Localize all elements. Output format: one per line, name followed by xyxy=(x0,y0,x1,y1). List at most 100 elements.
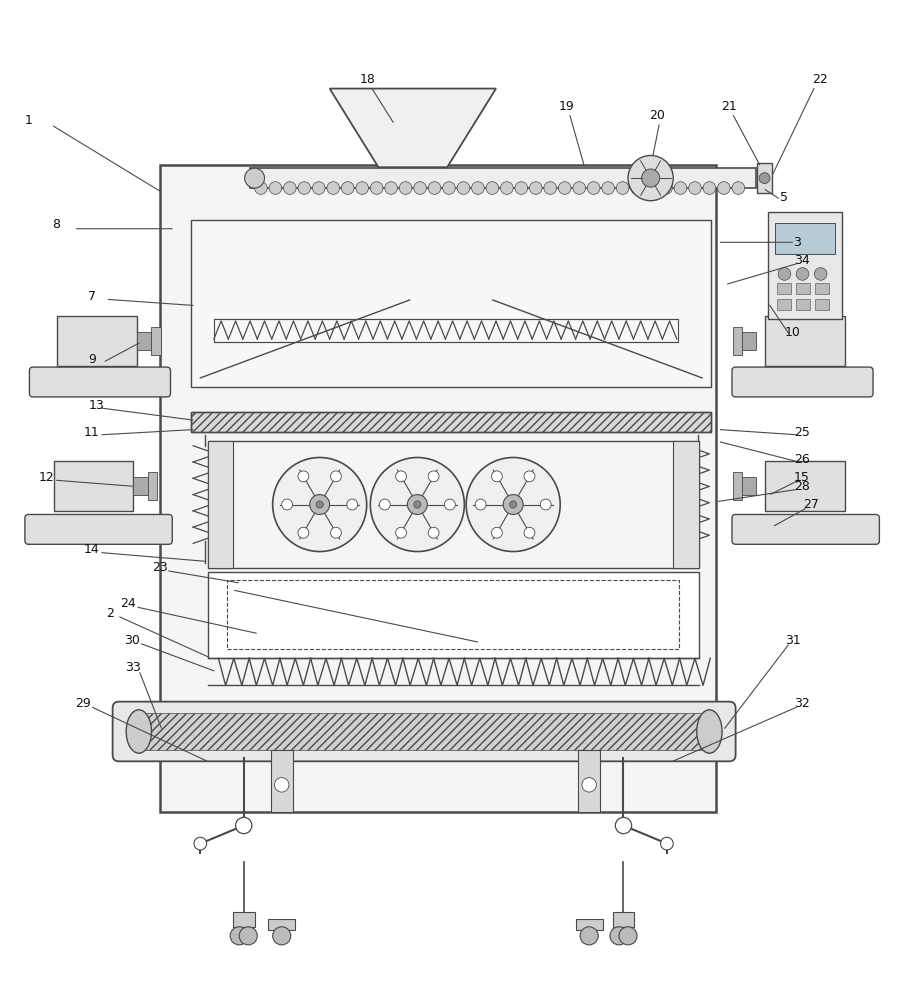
Circle shape xyxy=(510,501,517,508)
Bar xyxy=(191,412,711,432)
Text: 32: 32 xyxy=(794,697,810,710)
Text: 21: 21 xyxy=(721,100,737,113)
Bar xyxy=(160,165,716,812)
Circle shape xyxy=(298,471,308,482)
Bar xyxy=(137,332,151,350)
Circle shape xyxy=(428,182,441,194)
Text: 13: 13 xyxy=(89,399,104,412)
Circle shape xyxy=(395,471,406,482)
Text: 7: 7 xyxy=(88,290,96,303)
Text: 31: 31 xyxy=(785,634,801,647)
Circle shape xyxy=(385,182,397,194)
Circle shape xyxy=(524,471,535,482)
Circle shape xyxy=(778,268,791,280)
Circle shape xyxy=(703,182,716,194)
Text: 14: 14 xyxy=(84,543,100,556)
Circle shape xyxy=(379,499,390,510)
Circle shape xyxy=(674,182,687,194)
Circle shape xyxy=(330,527,341,538)
Circle shape xyxy=(444,499,455,510)
Circle shape xyxy=(275,778,289,792)
Bar xyxy=(815,283,829,294)
Circle shape xyxy=(457,182,470,194)
Circle shape xyxy=(501,182,513,194)
Circle shape xyxy=(309,495,329,514)
Text: 18: 18 xyxy=(360,73,375,86)
Circle shape xyxy=(515,182,528,194)
Circle shape xyxy=(814,268,827,280)
Text: 25: 25 xyxy=(794,426,810,439)
Circle shape xyxy=(255,182,268,194)
Bar xyxy=(208,441,233,568)
Circle shape xyxy=(475,499,486,510)
Circle shape xyxy=(573,182,586,194)
Circle shape xyxy=(492,527,502,538)
Bar xyxy=(191,220,711,387)
Text: 11: 11 xyxy=(84,426,100,439)
Circle shape xyxy=(312,182,325,194)
Text: 19: 19 xyxy=(559,100,574,113)
Bar xyxy=(775,223,835,254)
Text: 30: 30 xyxy=(124,634,141,647)
Circle shape xyxy=(356,182,368,194)
Circle shape xyxy=(641,169,659,187)
Bar xyxy=(768,212,843,319)
Circle shape xyxy=(269,182,282,194)
Circle shape xyxy=(615,817,631,834)
Bar xyxy=(742,332,756,350)
Bar xyxy=(208,441,698,568)
Text: 10: 10 xyxy=(785,326,801,339)
Circle shape xyxy=(466,458,561,552)
Bar xyxy=(268,919,296,930)
Circle shape xyxy=(370,458,464,552)
Circle shape xyxy=(230,927,249,945)
Circle shape xyxy=(472,182,484,194)
Text: 26: 26 xyxy=(794,453,810,466)
Circle shape xyxy=(316,501,323,508)
Bar xyxy=(208,572,698,658)
Text: 8: 8 xyxy=(52,218,60,231)
Circle shape xyxy=(407,495,427,514)
Bar xyxy=(228,580,678,649)
Text: 23: 23 xyxy=(151,561,168,574)
Circle shape xyxy=(327,182,339,194)
Circle shape xyxy=(428,527,439,538)
Text: 5: 5 xyxy=(779,191,787,204)
Bar xyxy=(766,316,845,366)
Circle shape xyxy=(298,182,310,194)
Circle shape xyxy=(414,182,426,194)
Circle shape xyxy=(645,182,658,194)
Circle shape xyxy=(659,182,672,194)
Circle shape xyxy=(688,182,701,194)
Bar xyxy=(579,750,600,812)
FancyBboxPatch shape xyxy=(732,514,880,544)
Bar xyxy=(757,163,772,193)
Circle shape xyxy=(298,527,308,538)
Bar xyxy=(144,713,704,750)
Circle shape xyxy=(616,182,629,194)
Circle shape xyxy=(341,182,354,194)
Circle shape xyxy=(284,182,297,194)
Circle shape xyxy=(236,817,252,834)
Circle shape xyxy=(630,182,643,194)
Text: 15: 15 xyxy=(794,471,810,484)
Circle shape xyxy=(273,458,366,552)
Circle shape xyxy=(194,837,207,850)
Bar xyxy=(148,472,157,500)
Text: 34: 34 xyxy=(794,254,810,267)
Circle shape xyxy=(541,499,551,510)
Circle shape xyxy=(282,499,293,510)
Bar xyxy=(815,299,829,310)
Circle shape xyxy=(582,778,597,792)
Circle shape xyxy=(588,182,600,194)
Circle shape xyxy=(239,927,258,945)
Circle shape xyxy=(399,182,412,194)
Text: 28: 28 xyxy=(794,480,810,493)
Circle shape xyxy=(395,527,406,538)
Bar xyxy=(766,461,845,511)
Circle shape xyxy=(492,471,502,482)
Bar xyxy=(673,441,698,568)
Text: 9: 9 xyxy=(88,353,96,366)
Bar xyxy=(576,919,602,930)
Bar xyxy=(271,750,293,812)
